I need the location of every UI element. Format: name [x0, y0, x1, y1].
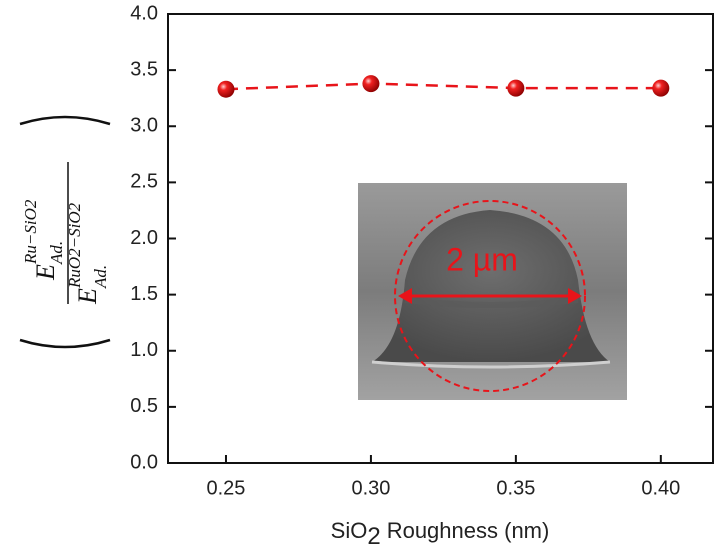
data-point [217, 80, 235, 98]
y-tick-label: 1.5 [130, 283, 158, 305]
y-tick-label: 2.0 [130, 227, 158, 249]
x-tick-label: 0.25 [207, 477, 246, 499]
paren [19, 338, 111, 349]
y-label-subscript: Ad. [91, 265, 110, 289]
paren [19, 115, 111, 126]
x-label-text: SiO [331, 518, 368, 543]
y-tick-label: 3.0 [130, 115, 158, 137]
series-line [225, 82, 661, 91]
inset-image [358, 183, 627, 400]
y-label-superscript: Ru−SiO2 [21, 199, 40, 265]
data-point [362, 75, 380, 93]
y-tick-label: 0.0 [130, 451, 158, 473]
y-label-subscript: Ad. [47, 241, 66, 265]
x-tick-label: 0.40 [641, 477, 680, 499]
x-label-subscript: 2 [367, 523, 380, 550]
x-axis-label: SiO2 Roughness (nm) [331, 518, 550, 551]
x-tick-label: 0.30 [351, 477, 390, 499]
y-tick-label: 4.0 [130, 2, 158, 24]
data-point [652, 79, 670, 97]
inset-annotation: 2 µm [446, 241, 518, 277]
y-tick-label: 0.5 [130, 395, 158, 417]
y-label-superscript: RuO2−SiO2 [65, 202, 84, 289]
y-tick-label: 1.0 [130, 339, 158, 361]
y-tick-label: 2.5 [130, 171, 158, 193]
data-point [507, 79, 525, 97]
y-axis-label: E Ru−SiO2 Ad. E RuO2−SiO2 Ad. [19, 115, 111, 349]
y-tick-label: 3.5 [130, 58, 158, 80]
y-label-symbol: E [73, 288, 102, 305]
x-label-text: Roughness (nm) [387, 518, 550, 543]
x-tick-label: 0.35 [496, 477, 535, 499]
y-label-symbol: E [31, 264, 60, 281]
